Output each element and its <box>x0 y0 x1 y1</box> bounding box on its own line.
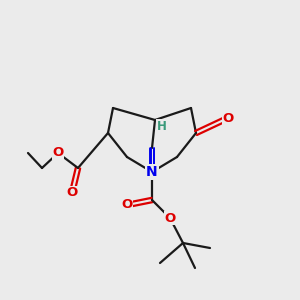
Text: O: O <box>66 187 78 200</box>
Text: O: O <box>164 212 175 224</box>
Text: O: O <box>122 199 133 212</box>
Text: O: O <box>222 112 234 124</box>
Text: N: N <box>146 165 158 179</box>
Text: O: O <box>52 146 64 160</box>
Text: H: H <box>157 119 167 133</box>
